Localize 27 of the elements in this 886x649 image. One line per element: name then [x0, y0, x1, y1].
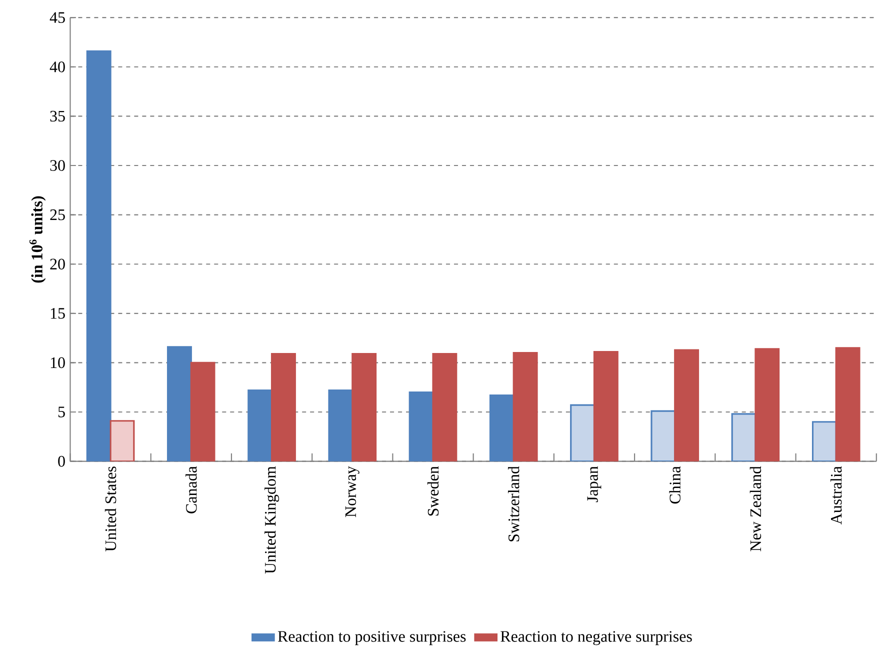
x-tick-label: China — [669, 466, 680, 504]
bar — [110, 420, 135, 462]
x-tick-label: United States — [104, 466, 116, 552]
y-tick-label: 40 — [50, 61, 65, 72]
y-tick-label: 5 — [58, 406, 65, 418]
x-tick-label: Japan — [587, 466, 602, 502]
x-tick-label: New Zealand — [750, 466, 762, 552]
x-tick-label: Switzerland — [508, 466, 520, 542]
x-tick-label: Australia — [830, 466, 842, 524]
y-tick-label: 0 — [58, 456, 65, 467]
y-tick-label: 30 — [50, 160, 65, 171]
y-tick-label: 45 — [50, 12, 65, 23]
y-tick-label: 35 — [50, 110, 65, 122]
legend-label: Reaction to positive surprises — [278, 631, 466, 646]
y-tick-label: 10 — [50, 357, 65, 368]
x-tick-label: Sweden — [427, 466, 439, 516]
bar — [570, 404, 596, 462]
y-tick-label: 20 — [50, 258, 65, 270]
x-tick-label: United Kingdom — [264, 466, 280, 574]
x-tick-label: Canada — [186, 466, 197, 514]
y-tick-label: 15 — [50, 308, 65, 319]
bar — [248, 390, 273, 462]
y-axis-title: (in 10$^{6}$ units) — [29, 196, 46, 283]
y-tick-label: 25 — [50, 209, 65, 220]
x-tick-label: Norway — [345, 466, 360, 518]
legend-label: Reaction to negative surprises — [500, 631, 692, 646]
bar — [754, 348, 780, 462]
